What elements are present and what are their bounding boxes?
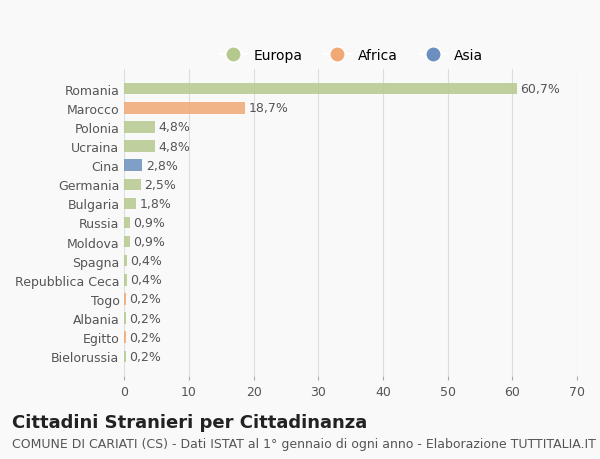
Text: 0,2%: 0,2% — [129, 331, 161, 344]
Bar — [124, 84, 517, 95]
Bar — [124, 274, 127, 286]
Text: 1,8%: 1,8% — [139, 197, 171, 210]
Bar — [124, 141, 155, 152]
Bar — [124, 332, 125, 343]
Text: 4,8%: 4,8% — [158, 121, 191, 134]
Bar — [124, 179, 140, 190]
Text: 0,2%: 0,2% — [129, 350, 161, 363]
Bar — [124, 103, 245, 114]
Text: 0,9%: 0,9% — [133, 217, 165, 230]
Bar — [124, 236, 130, 248]
Text: 60,7%: 60,7% — [520, 83, 560, 96]
Text: 2,5%: 2,5% — [144, 179, 176, 191]
Text: 2,8%: 2,8% — [146, 159, 178, 172]
Text: 0,9%: 0,9% — [133, 235, 165, 249]
Bar — [124, 198, 136, 210]
Text: 0,2%: 0,2% — [129, 312, 161, 325]
Text: COMUNE DI CARIATI (CS) - Dati ISTAT al 1° gennaio di ogni anno - Elaborazione TU: COMUNE DI CARIATI (CS) - Dati ISTAT al 1… — [12, 437, 596, 451]
Bar — [124, 255, 127, 267]
Bar — [124, 351, 125, 362]
Text: 0,4%: 0,4% — [130, 274, 162, 287]
Bar — [124, 217, 130, 229]
Text: 0,4%: 0,4% — [130, 255, 162, 268]
Bar — [124, 122, 155, 134]
Bar — [124, 160, 142, 172]
Legend: Europa, Africa, Asia: Europa, Africa, Asia — [213, 43, 488, 68]
Bar — [124, 313, 125, 324]
Text: 4,8%: 4,8% — [158, 140, 191, 153]
Text: Cittadini Stranieri per Cittadinanza: Cittadini Stranieri per Cittadinanza — [12, 413, 367, 431]
Bar — [124, 294, 125, 305]
Text: 0,2%: 0,2% — [129, 293, 161, 306]
Text: 18,7%: 18,7% — [248, 102, 289, 115]
